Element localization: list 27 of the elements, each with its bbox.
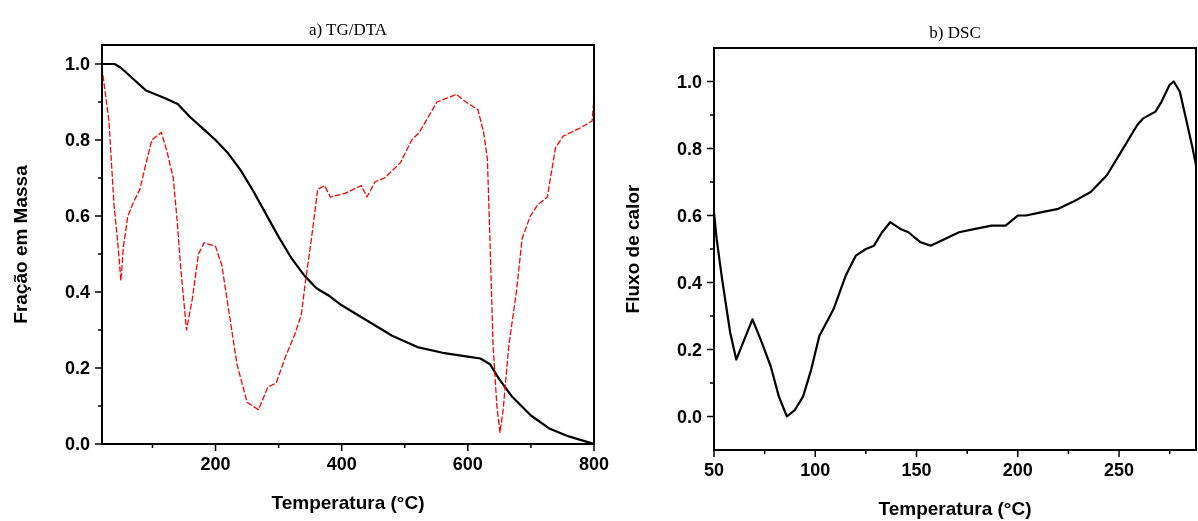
x-tick-label: 250: [1104, 460, 1135, 480]
y-tick-label: 1.0: [676, 71, 702, 92]
y-tick-label: 0.6: [676, 205, 702, 226]
y-axis-title: Fluxo de calor: [622, 183, 643, 314]
chart-title: a) TG/DTA: [308, 20, 388, 39]
y-tick-label: 0.6: [64, 206, 90, 227]
x-axis-title: Temperatura (°C): [878, 498, 1032, 519]
x-tick-label: 600: [452, 454, 483, 474]
y-tick-label: 0.0: [64, 434, 90, 455]
x-tick-label: 400: [326, 454, 357, 474]
y-tick-label: 0.4: [676, 272, 702, 293]
x-tick-label: 800: [578, 454, 610, 474]
chart-title: b) DSC: [929, 23, 981, 42]
x-axis-title: Temperatura (°C): [271, 492, 425, 513]
y-tick-label: 0.2: [64, 358, 90, 379]
y-axis-title: Fração em Massa: [10, 164, 31, 324]
y-tick-label: 0.8: [676, 138, 702, 159]
x-tick-label: 50: [703, 460, 725, 480]
y-tick-label: 0.0: [676, 406, 702, 427]
x-tick-label: 150: [901, 460, 932, 480]
y-tick-label: 0.2: [676, 339, 702, 360]
y-tick-label: 1.0: [64, 54, 90, 75]
x-tick-label: 200: [1002, 460, 1033, 480]
x-tick-label: 100: [800, 460, 831, 480]
y-tick-label: 0.8: [64, 130, 90, 151]
y-tick-label: 0.4: [64, 282, 90, 303]
x-tick-label: 200: [200, 454, 231, 474]
